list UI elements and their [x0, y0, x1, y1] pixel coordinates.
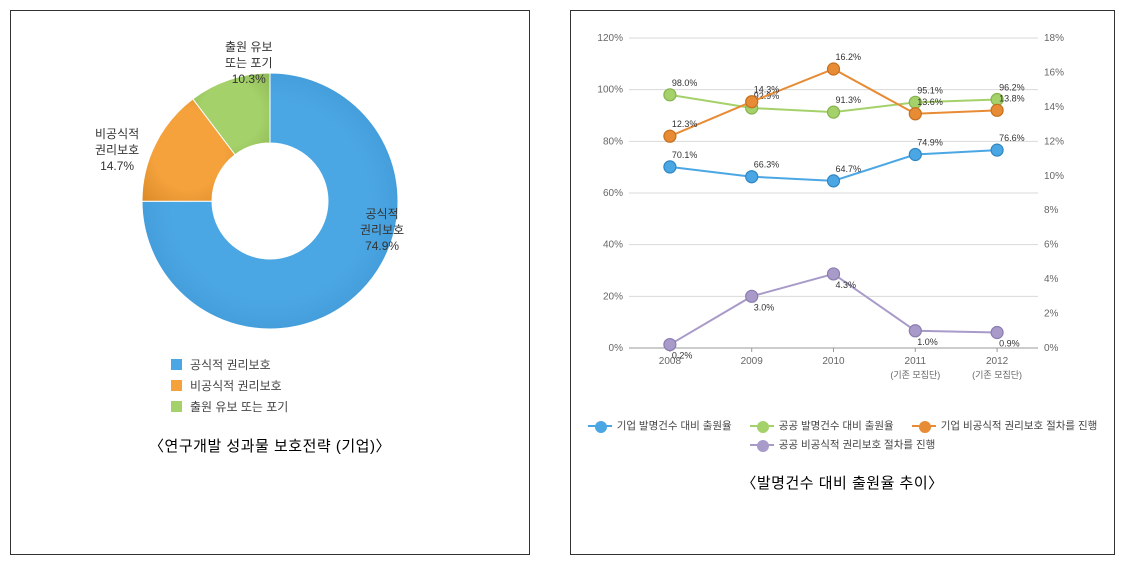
- legend-item: 공식적 권리보호: [171, 356, 519, 373]
- line-chart: 0% 20% 40% 60% 80% 100% 120% 0% 2% 4% 6% 8% 10% 12% 14…: [581, 26, 1086, 396]
- svg-text:96.2%: 96.2%: [999, 82, 1025, 92]
- donut-chart: 공식적권리보호 74.9% 비공식적권리보호 14.7% 출원 유보또는 포기 …: [80, 26, 460, 346]
- svg-text:100%: 100%: [597, 85, 623, 96]
- svg-text:(기존 모집단): (기존 모집단): [890, 369, 940, 380]
- svg-text:3.0%: 3.0%: [754, 302, 775, 312]
- donut-label-text: 출원 유보또는 포기: [225, 40, 273, 70]
- svg-text:80%: 80%: [603, 136, 623, 147]
- svg-text:120%: 120%: [597, 33, 623, 44]
- legend-item: 기업 발명건수 대비 출원율: [588, 418, 732, 433]
- svg-text:12.3%: 12.3%: [672, 119, 698, 129]
- donut-label-pending: 출원 유보또는 포기 10.3%: [225, 39, 273, 88]
- legend-label: 출원 유보 또는 포기: [190, 398, 288, 415]
- svg-text:64.7%: 64.7%: [836, 164, 862, 174]
- panel-title: 〈발명건수 대비 출원율 추이〉: [581, 472, 1104, 493]
- svg-text:1.0%: 1.0%: [917, 337, 938, 347]
- svg-text:13.8%: 13.8%: [999, 93, 1025, 103]
- legend-marker-icon: [750, 421, 774, 431]
- svg-text:66.3%: 66.3%: [754, 160, 780, 170]
- legend-label: 공공 비공식적 권리보호 절차를 진행: [779, 437, 936, 452]
- svg-text:76.6%: 76.6%: [999, 133, 1025, 143]
- legend-label: 비공식적 권리보호: [190, 377, 282, 394]
- line-legend: 기업 발명건수 대비 출원율 공공 발명건수 대비 출원율 기업 비공식적 권리…: [587, 418, 1098, 452]
- svg-text:91.3%: 91.3%: [836, 95, 862, 105]
- donut-label-text: 비공식적권리보호: [95, 127, 139, 157]
- svg-text:20%: 20%: [603, 291, 623, 302]
- legend-marker-icon: [750, 440, 774, 450]
- svg-text:16.2%: 16.2%: [836, 52, 862, 62]
- panel-title: 〈연구개발 성과물 보호전략 (기업)〉: [21, 435, 519, 456]
- svg-text:0.9%: 0.9%: [999, 339, 1020, 349]
- svg-text:98.0%: 98.0%: [672, 78, 698, 88]
- svg-text:2009: 2009: [741, 356, 764, 367]
- svg-text:0.2%: 0.2%: [672, 351, 693, 361]
- svg-text:74.9%: 74.9%: [917, 138, 943, 148]
- legend-item: 공공 비공식적 권리보호 절차를 진행: [750, 437, 936, 452]
- svg-text:2010: 2010: [822, 356, 845, 367]
- legend-marker-icon: [588, 421, 612, 431]
- line-panel: 0% 20% 40% 60% 80% 100% 120% 0% 2% 4% 6% 8% 10% 12% 14…: [570, 10, 1115, 555]
- legend-swatch: [171, 359, 182, 370]
- donut-label-text: 공식적권리보호: [360, 207, 404, 237]
- svg-text:14%: 14%: [1044, 102, 1064, 113]
- svg-text:70.1%: 70.1%: [672, 150, 698, 160]
- donut-label-official: 공식적권리보호 74.9%: [360, 206, 404, 255]
- svg-text:40%: 40%: [603, 240, 623, 251]
- donut-label-pct: 74.9%: [360, 238, 404, 254]
- legend-item: 기업 비공식적 권리보호 절차를 진행: [912, 418, 1098, 433]
- svg-text:14.3%: 14.3%: [754, 85, 780, 95]
- legend-label: 공공 발명건수 대비 출원율: [779, 418, 894, 433]
- svg-text:60%: 60%: [603, 188, 623, 199]
- svg-text:2011: 2011: [905, 356, 927, 367]
- legend-label: 기업 발명건수 대비 출원율: [617, 418, 732, 433]
- svg-text:2012: 2012: [986, 356, 1009, 367]
- svg-text:2%: 2%: [1044, 309, 1059, 320]
- donut-panel: 공식적권리보호 74.9% 비공식적권리보호 14.7% 출원 유보또는 포기 …: [10, 10, 530, 555]
- svg-text:95.1%: 95.1%: [917, 85, 943, 95]
- svg-text:8%: 8%: [1044, 205, 1059, 216]
- svg-text:4.3%: 4.3%: [836, 280, 857, 290]
- legend-item: 공공 발명건수 대비 출원율: [750, 418, 894, 433]
- svg-text:13.6%: 13.6%: [917, 97, 943, 107]
- donut-label-unofficial: 비공식적권리보호 14.7%: [95, 126, 139, 175]
- legend-swatch: [171, 401, 182, 412]
- donut-legend: 공식적 권리보호 비공식적 권리보호 출원 유보 또는 포기: [171, 356, 519, 415]
- legend-marker-icon: [912, 421, 936, 431]
- svg-text:0%: 0%: [609, 343, 624, 354]
- svg-text:4%: 4%: [1044, 274, 1059, 285]
- svg-text:16%: 16%: [1044, 67, 1064, 78]
- svg-text:12%: 12%: [1044, 136, 1064, 147]
- legend-item: 출원 유보 또는 포기: [171, 398, 519, 415]
- svg-text:6%: 6%: [1044, 240, 1059, 251]
- svg-text:18%: 18%: [1044, 33, 1064, 44]
- donut-label-pct: 10.3%: [225, 71, 273, 87]
- svg-text:(기존 모집단): (기존 모집단): [972, 369, 1022, 380]
- svg-text:10%: 10%: [1044, 171, 1064, 182]
- legend-label: 공식적 권리보호: [190, 356, 271, 373]
- donut-label-pct: 14.7%: [95, 158, 139, 174]
- svg-text:0%: 0%: [1044, 343, 1059, 354]
- legend-label: 기업 비공식적 권리보호 절차를 진행: [941, 418, 1098, 433]
- legend-swatch: [171, 380, 182, 391]
- legend-item: 비공식적 권리보호: [171, 377, 519, 394]
